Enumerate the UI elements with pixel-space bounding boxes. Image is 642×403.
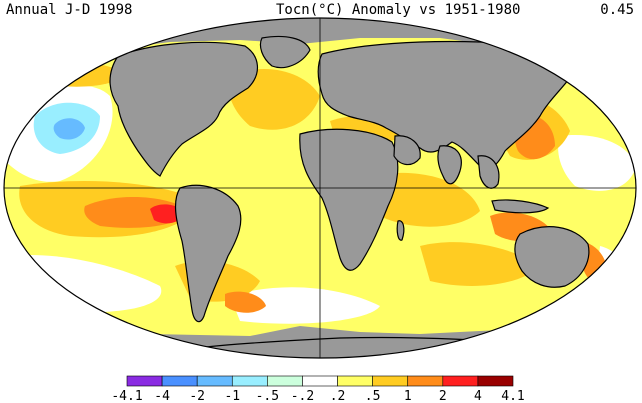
anomaly-blue-region — [53, 118, 85, 140]
color-scale-legend: -4.1 -4 -2 -1 -.5 -.2 .2 .5 1 2 4 4.1 — [111, 375, 525, 403]
anomaly-map — [3, 17, 637, 359]
legend-tick-label: -2 — [189, 389, 205, 403]
anomaly-gold-region — [420, 242, 540, 286]
map-title-variable: Tocn(°C) Anomaly vs 1951-1980 — [276, 2, 521, 18]
legend-swatch — [126, 375, 163, 387]
legend-tick-label: -.2 — [291, 389, 314, 403]
australia — [514, 226, 590, 288]
africa — [299, 128, 399, 271]
anomaly-white-region — [599, 246, 631, 299]
anomaly-orange-region — [225, 291, 266, 313]
legend-swatch — [407, 375, 444, 387]
legend-swatch — [372, 375, 409, 387]
legend-swatch — [337, 375, 373, 387]
legend-swatch — [442, 375, 479, 387]
legend-tick-label: 1 — [404, 389, 412, 403]
southeast-asia — [477, 155, 500, 189]
anomaly-white-region — [230, 287, 380, 324]
legend-tick-label: .5 — [365, 389, 381, 403]
legend-tick-label: 4.1 — [501, 389, 524, 403]
legend-tick-label: -.5 — [256, 389, 279, 403]
legend-tick-label: -4 — [154, 389, 170, 403]
legend-swatch — [302, 375, 338, 387]
legend-tick-label: -4.1 — [111, 389, 142, 403]
legend-swatch — [161, 375, 198, 387]
legend-swatch — [196, 375, 233, 387]
legend-tick-label: .2 — [330, 389, 346, 403]
arabia — [393, 135, 421, 166]
greenland — [259, 35, 311, 69]
legend-swatch — [477, 375, 514, 387]
globe-outline — [3, 17, 637, 359]
map-title-period: Annual J-D 1998 — [6, 2, 133, 18]
legend-tick-label: 4 — [474, 389, 482, 403]
south-america — [174, 184, 242, 323]
legend-tick-label: -1 — [224, 389, 240, 403]
legend-tick-label: 2 — [439, 389, 447, 403]
north-america — [109, 41, 258, 177]
indonesia — [491, 199, 550, 214]
legend-tick-labels: -4.1 -4 -2 -1 -.5 -.2 .2 .5 1 2 4 4.1 — [111, 389, 524, 403]
india — [437, 145, 462, 185]
legend-swatch — [231, 375, 268, 387]
legend-swatch — [267, 375, 303, 387]
legend-swatches — [126, 375, 514, 387]
anomaly-white-region — [558, 135, 636, 191]
madagascar — [396, 220, 405, 241]
global-mean-value: 0.45 — [600, 2, 634, 18]
